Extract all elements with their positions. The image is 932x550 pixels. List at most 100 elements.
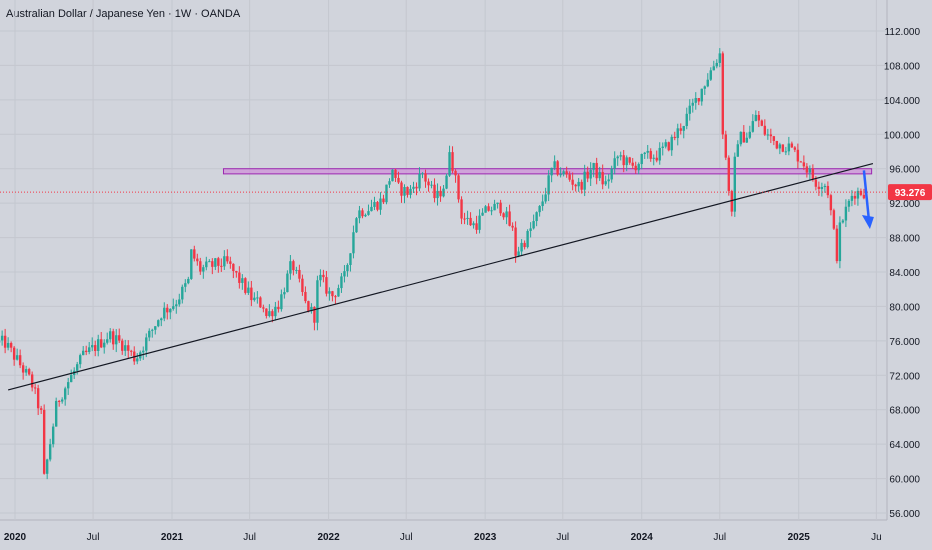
candle [253, 292, 256, 302]
candle-body [700, 88, 703, 102]
candle [691, 98, 694, 113]
candle [529, 222, 532, 238]
candle-body [6, 342, 10, 348]
candle-body [307, 301, 310, 312]
trendline-layer [7, 162, 874, 391]
candle [544, 187, 547, 204]
candle [658, 142, 661, 165]
x-tick-label: Ju [871, 532, 882, 543]
candle [736, 140, 740, 157]
candle [30, 371, 34, 392]
candle-body [334, 296, 337, 298]
candle [709, 67, 712, 81]
candle-body [226, 256, 229, 262]
candle-body [799, 161, 803, 163]
candle-body [847, 200, 851, 207]
candle-body [718, 53, 721, 63]
candle-body [424, 173, 427, 182]
candle [268, 304, 271, 318]
candle-body [60, 399, 64, 402]
candle-body [754, 114, 758, 122]
candle-body [394, 169, 397, 178]
candle-body [418, 173, 421, 189]
candle [394, 168, 397, 182]
candle [505, 206, 508, 225]
candle-body [295, 269, 298, 271]
candle-body [208, 261, 211, 263]
candle [853, 191, 857, 205]
candle-body [553, 161, 556, 168]
candle-body [448, 152, 451, 176]
candle [190, 249, 193, 280]
candle [334, 294, 337, 305]
price-axis[interactable]: 112.000 108.000 104.000 100.000 96.000 92.000… [884, 27, 921, 520]
candle [685, 107, 688, 130]
candle-body [571, 179, 574, 185]
candle-body [445, 175, 448, 189]
candle-body [421, 173, 424, 175]
candle-body [274, 306, 277, 317]
candle-body [475, 223, 478, 230]
candle-body [556, 161, 559, 175]
candle [385, 184, 388, 205]
candle-body [676, 128, 679, 139]
candle [448, 145, 451, 177]
candle [799, 160, 803, 163]
candle [676, 123, 679, 146]
candle [400, 180, 403, 203]
candle-body [670, 136, 673, 151]
candle [94, 340, 97, 357]
y-tick-label: 76.000 [889, 337, 920, 348]
candle [763, 119, 767, 137]
candle-body [598, 171, 601, 179]
candle-body [745, 137, 749, 143]
candle [21, 362, 25, 380]
candle [562, 169, 565, 177]
candle-body [472, 223, 475, 226]
y-tick-label: 92.000 [889, 199, 920, 210]
candle [202, 264, 205, 279]
candle [532, 214, 535, 230]
candle [712, 60, 715, 71]
candle [724, 130, 727, 161]
candle [85, 345, 88, 356]
candle-body [283, 292, 286, 295]
candle-body [211, 261, 214, 267]
candle [586, 166, 589, 183]
candle-body [766, 134, 770, 136]
candle-body [103, 342, 106, 348]
candle-body [385, 184, 388, 203]
candle [15, 348, 19, 361]
candle-body [232, 263, 235, 272]
candle-body [733, 156, 736, 212]
candle [826, 181, 830, 199]
candle-body [382, 198, 385, 203]
candle [109, 328, 112, 343]
candle [508, 204, 511, 227]
candle-body [706, 79, 709, 87]
candle-body [769, 134, 773, 137]
y-tick-label: 100.000 [884, 130, 921, 141]
y-tick-label: 68.000 [889, 406, 920, 417]
candle-body [499, 202, 502, 214]
candle-body [436, 190, 439, 199]
candle-body [667, 142, 670, 151]
candle [496, 202, 499, 209]
candle [451, 146, 454, 174]
candle [592, 162, 595, 178]
candle-body [415, 186, 418, 189]
candle [343, 265, 346, 283]
candle [817, 181, 821, 196]
candle-body [628, 157, 631, 163]
candle [241, 274, 244, 290]
x-tick-label: Jul [713, 532, 726, 543]
grid-layer [0, 0, 887, 520]
candle-body [220, 265, 223, 267]
candle-body [562, 171, 565, 175]
candle [793, 146, 797, 153]
candle-body [826, 185, 830, 196]
time-axis[interactable]: 2020 Jul 2021 Jul 2022 Jul 2023 Jul 2024 Jul 2025 J… [4, 532, 882, 543]
candle-body [529, 228, 532, 231]
candle [69, 369, 73, 383]
